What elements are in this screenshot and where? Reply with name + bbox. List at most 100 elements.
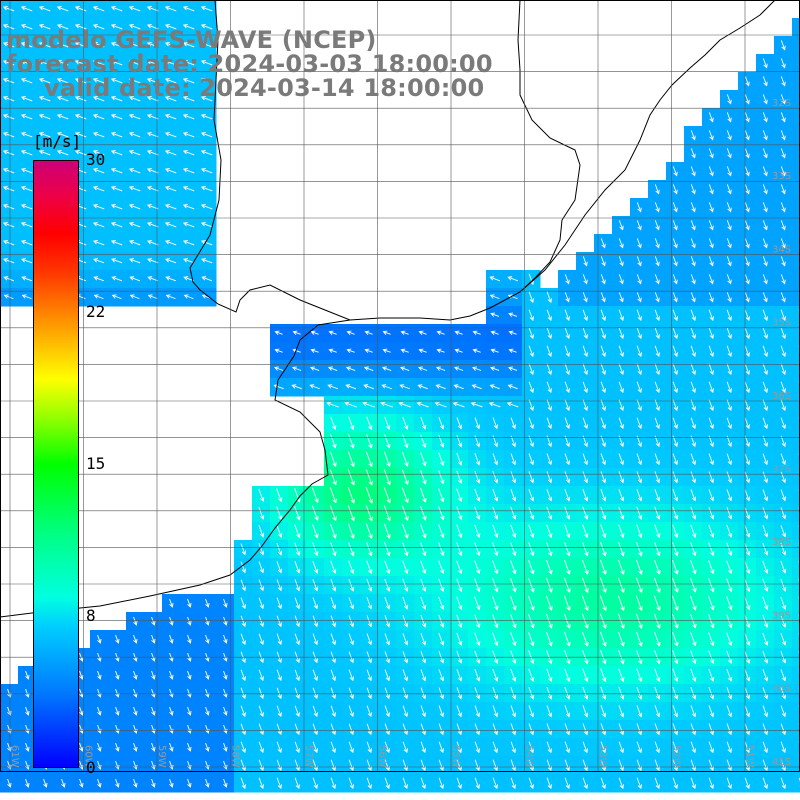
wind-arrow <box>528 291 534 304</box>
wind-arrow <box>600 741 607 754</box>
wind-arrow <box>618 668 625 683</box>
wind-arrow <box>690 613 697 629</box>
wind-arrow <box>654 327 660 340</box>
wind-arrow <box>510 578 517 593</box>
wind-arrow <box>330 669 336 682</box>
wind-arrow <box>258 579 265 592</box>
wind-arrow <box>438 452 445 467</box>
wind-arrow <box>690 471 697 484</box>
wind-arrow <box>564 524 571 539</box>
wind-arrow <box>223 742 228 752</box>
wind-arrow <box>274 330 283 335</box>
wind-arrow <box>110 222 123 228</box>
wind-arrow <box>654 759 660 772</box>
wind-arrow <box>708 309 714 322</box>
wind-arrow <box>345 366 356 371</box>
wind-arrow <box>546 723 553 736</box>
wind-arrow <box>276 561 283 574</box>
wind-arrow <box>708 759 714 772</box>
wind-arrow <box>276 506 283 521</box>
wind-arrow <box>690 723 697 736</box>
wind-arrow <box>636 668 643 683</box>
wind-cell <box>792 54 800 73</box>
wind-arrow <box>128 150 141 156</box>
wind-arrow <box>599 559 607 576</box>
wind-arrow <box>528 489 535 502</box>
wind-arrow <box>312 579 319 592</box>
wind-arrow <box>326 401 339 408</box>
wind-arrow <box>726 220 732 231</box>
wind-arrow <box>744 687 751 700</box>
wind-arrow <box>564 417 570 430</box>
wind-arrow <box>744 130 750 141</box>
wind-arrow <box>780 596 787 610</box>
wind-arrow <box>564 559 571 575</box>
wind-arrow <box>564 542 571 557</box>
wind-arrow <box>438 723 444 736</box>
wind-arrow <box>438 632 445 646</box>
wind-arrow <box>200 150 213 156</box>
wind-arrow <box>726 560 733 575</box>
wind-arrow <box>780 148 786 159</box>
wind-arrow <box>528 471 535 484</box>
wind-arrow <box>726 399 732 412</box>
wind-arrow <box>366 633 373 646</box>
lon-label: 56W <box>377 745 388 768</box>
wind-arrow <box>330 560 337 574</box>
wind-arrow <box>402 523 409 539</box>
wind-arrow <box>708 596 715 611</box>
wind-arrow <box>490 312 500 317</box>
wind-arrow <box>636 542 643 557</box>
wind-arrow <box>402 687 409 700</box>
wind-arrow <box>744 148 750 159</box>
wind-cell <box>792 324 800 343</box>
lat-label: 33S <box>772 171 791 182</box>
wind-arrow <box>690 453 697 466</box>
wind-arrow <box>708 399 714 412</box>
wind-arrow <box>653 595 661 612</box>
wind-arrow <box>708 256 714 267</box>
wind-arrow <box>635 577 643 594</box>
wind-arrow <box>146 96 159 102</box>
wind-arrow <box>164 132 177 138</box>
wind-arrow <box>456 759 462 772</box>
wind-arrow <box>780 525 787 538</box>
wind-cell <box>792 234 800 253</box>
wind-arrow <box>636 417 642 430</box>
wind-arrow <box>456 669 463 682</box>
wind-arrow <box>726 238 732 249</box>
wind-arrow <box>618 723 625 736</box>
wind-arrow <box>635 559 643 575</box>
wind-arrow <box>151 778 156 788</box>
wind-arrow <box>97 634 102 644</box>
wind-arrow <box>258 543 265 556</box>
wind-arrow <box>546 524 553 539</box>
wind-arrow <box>528 613 535 629</box>
wind-arrow <box>240 777 246 790</box>
wind-arrow <box>366 669 373 682</box>
wind-arrow <box>438 470 445 485</box>
wind-arrow <box>654 381 660 394</box>
wind-arrow <box>366 687 372 700</box>
wind-arrow <box>690 274 696 285</box>
wind-arrow <box>546 759 552 772</box>
colorbar-unit: [m/s] <box>33 132 82 151</box>
wind-arrow <box>546 489 553 502</box>
wind-arrow <box>618 274 624 285</box>
wind-arrow <box>726 309 732 322</box>
wind-arrow <box>690 238 696 249</box>
wind-arrow <box>708 524 715 538</box>
wind-arrow <box>474 417 481 430</box>
wind-arrow <box>240 543 247 556</box>
wind-arrow <box>492 687 499 700</box>
wind-arrow <box>201 276 213 282</box>
wind-arrow <box>726 705 733 718</box>
wind-arrow <box>582 524 589 539</box>
wind-arrow <box>762 417 768 430</box>
wind-cell <box>792 126 800 145</box>
wind-arrow <box>187 742 192 752</box>
wind-arrow <box>672 274 678 285</box>
wind-arrow <box>294 759 300 772</box>
wind-arrow <box>146 24 159 30</box>
wind-arrow <box>708 614 715 629</box>
